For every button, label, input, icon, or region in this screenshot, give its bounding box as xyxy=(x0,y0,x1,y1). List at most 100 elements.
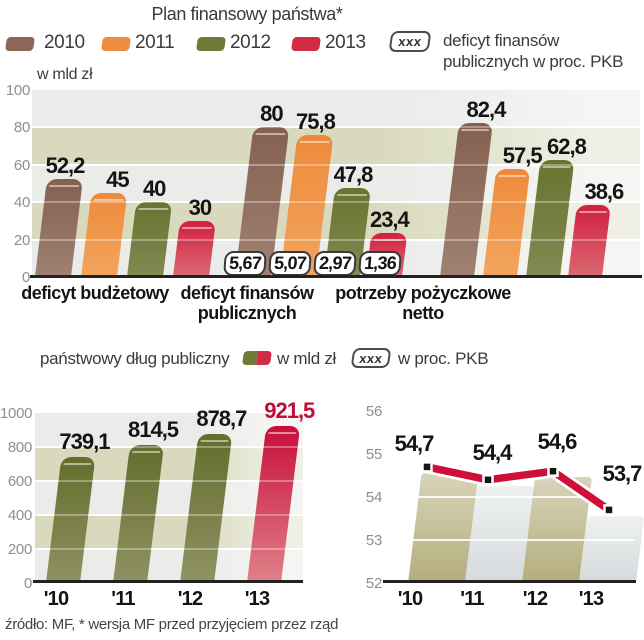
x-tick-label: '10 xyxy=(397,588,423,610)
pkb-unit-label: w proc. PKB xyxy=(398,349,489,368)
background-band xyxy=(32,90,640,128)
pkb-line-chart xyxy=(420,460,616,517)
y-tick-label: 0 xyxy=(21,269,30,286)
bar-value-label: 57,5 xyxy=(502,143,543,169)
bar-value-label: 30 xyxy=(188,194,213,220)
y-tick-label: 1000 xyxy=(0,405,33,422)
y-tick-label: 52 xyxy=(365,575,382,592)
gridline xyxy=(35,548,303,550)
data-point-marker xyxy=(603,504,615,516)
x-axis-baseline xyxy=(33,580,303,583)
bar-2013-deficyt budżetowy xyxy=(173,220,216,277)
gridline-over-bars xyxy=(35,446,303,448)
data-point-marker xyxy=(421,461,433,473)
data-point-marker xyxy=(482,474,494,486)
bar-value-label: 878,7 xyxy=(196,405,247,431)
x-tick-label: '10 xyxy=(43,588,69,610)
bar-value-label: 62,8 xyxy=(547,133,587,159)
gridline xyxy=(32,163,640,166)
y-tick-label: 54 xyxy=(365,489,382,506)
group-label: potrzeby pożyczkowe netto xyxy=(335,283,511,323)
pkb-percent-badge: 5,07 xyxy=(268,251,312,276)
legend-label-2012: 2012 xyxy=(230,32,271,53)
pkb-percent-badge: 1,36 xyxy=(358,251,402,276)
x-tick-label: '12 xyxy=(522,588,548,610)
bar-value-label: 52,2 xyxy=(45,153,86,179)
line-point-label: 54,6 xyxy=(537,429,578,454)
legend-swatch-2012 xyxy=(196,37,226,51)
y-tick-label: 0 xyxy=(23,575,32,592)
line-point-label: 53,7 xyxy=(602,461,643,486)
gridline xyxy=(35,446,303,448)
gridline xyxy=(35,514,303,516)
debt-swatch-red-half xyxy=(256,351,272,365)
group-label: deficyt finansów publicznych xyxy=(180,283,314,323)
x-tick-label: '11 xyxy=(460,588,484,610)
background-band xyxy=(35,413,303,447)
gridline xyxy=(35,480,303,482)
background-band xyxy=(32,127,640,165)
line-point-label: 54,4 xyxy=(472,440,513,465)
bar-value-label: 80 xyxy=(260,101,284,127)
x-axis-baseline xyxy=(383,580,636,583)
y-tick-label: 40 xyxy=(13,194,30,212)
y-tick-label: 60 xyxy=(13,156,30,174)
legend-label-2011: 2011 xyxy=(135,32,175,53)
y-tick-label: 55 xyxy=(365,446,382,463)
x-tick-label: '11 xyxy=(111,588,135,610)
bar-value-label: 45 xyxy=(106,166,130,192)
bar-value-label: 75,8 xyxy=(296,109,336,135)
legend-swatch-2011 xyxy=(101,37,131,51)
y-tick-label: 100 xyxy=(5,82,30,99)
x-axis-baseline xyxy=(30,275,642,278)
legend-swatch-2010 xyxy=(5,37,35,51)
gridline-over-bars xyxy=(32,238,640,241)
bar-value-label: 739,1 xyxy=(59,429,110,455)
bar-value-label: 814,5 xyxy=(127,416,179,442)
legend-swatch-2013 xyxy=(291,37,321,51)
gridline-over-bars xyxy=(32,163,640,166)
gridline-over-bars xyxy=(32,201,640,204)
xxx-badge-icon-2: xxx xyxy=(350,348,392,368)
y-tick-label: 800 xyxy=(7,439,32,456)
bar-value-label: 23,4 xyxy=(369,207,410,233)
gridline-over-bars xyxy=(35,480,303,482)
page-title: Plan finansowy państwa* xyxy=(151,4,343,24)
legend-caption-line1: deficyt finansów xyxy=(443,31,560,50)
y-tick-label: 200 xyxy=(7,541,32,558)
y-tick-label: 56 xyxy=(365,403,382,420)
gridline-over-columns xyxy=(385,496,635,498)
x-tick-label: '13 xyxy=(244,588,270,610)
y-tick-label: 20 xyxy=(13,231,30,249)
bar-value-label: 82,4 xyxy=(466,96,507,122)
y-tick-label: 600 xyxy=(7,473,32,490)
legend-caption-line2: publicznych w proc. PKB xyxy=(443,52,624,71)
xxx-badge-icon: xxx xyxy=(388,31,432,52)
line-series xyxy=(423,463,613,514)
legend-label-2013: 2013 xyxy=(325,32,366,53)
gridline-over-bars xyxy=(35,548,303,550)
line-point-label: 54,7 xyxy=(394,431,435,456)
bar-value-label: 38,6 xyxy=(584,178,624,204)
group-label: deficyt budżetowy xyxy=(21,283,169,303)
gridline-over-columns xyxy=(385,539,635,541)
source-note: źródło: MF, * wersja MF przed przyjęciem… xyxy=(5,616,339,633)
gridline-over-bars xyxy=(35,514,303,516)
bar-value-label: 40 xyxy=(142,176,167,202)
gridline-over-columns xyxy=(385,453,635,455)
y-tick-label: 53 xyxy=(365,532,382,549)
bar-value-label: 47,8 xyxy=(333,161,374,187)
pkb-percent-badge: 5,67 xyxy=(223,251,267,276)
pkb-percent-badge: 2,97 xyxy=(313,251,357,276)
legend-label-2010: 2010 xyxy=(44,32,85,53)
top-chart-unit-label: w mld zł xyxy=(37,66,93,83)
x-tick-label: '13 xyxy=(578,588,604,610)
bar-value-label: 921,5 xyxy=(264,398,315,424)
gridline-over-bars xyxy=(32,126,640,129)
debt-unit-label: w mld zł xyxy=(277,349,336,368)
gridline xyxy=(32,126,640,129)
x-tick-label: '12 xyxy=(177,588,203,610)
debt-legend-label: państwowy dług publiczny xyxy=(40,349,230,368)
y-tick-label: 400 xyxy=(7,507,32,524)
